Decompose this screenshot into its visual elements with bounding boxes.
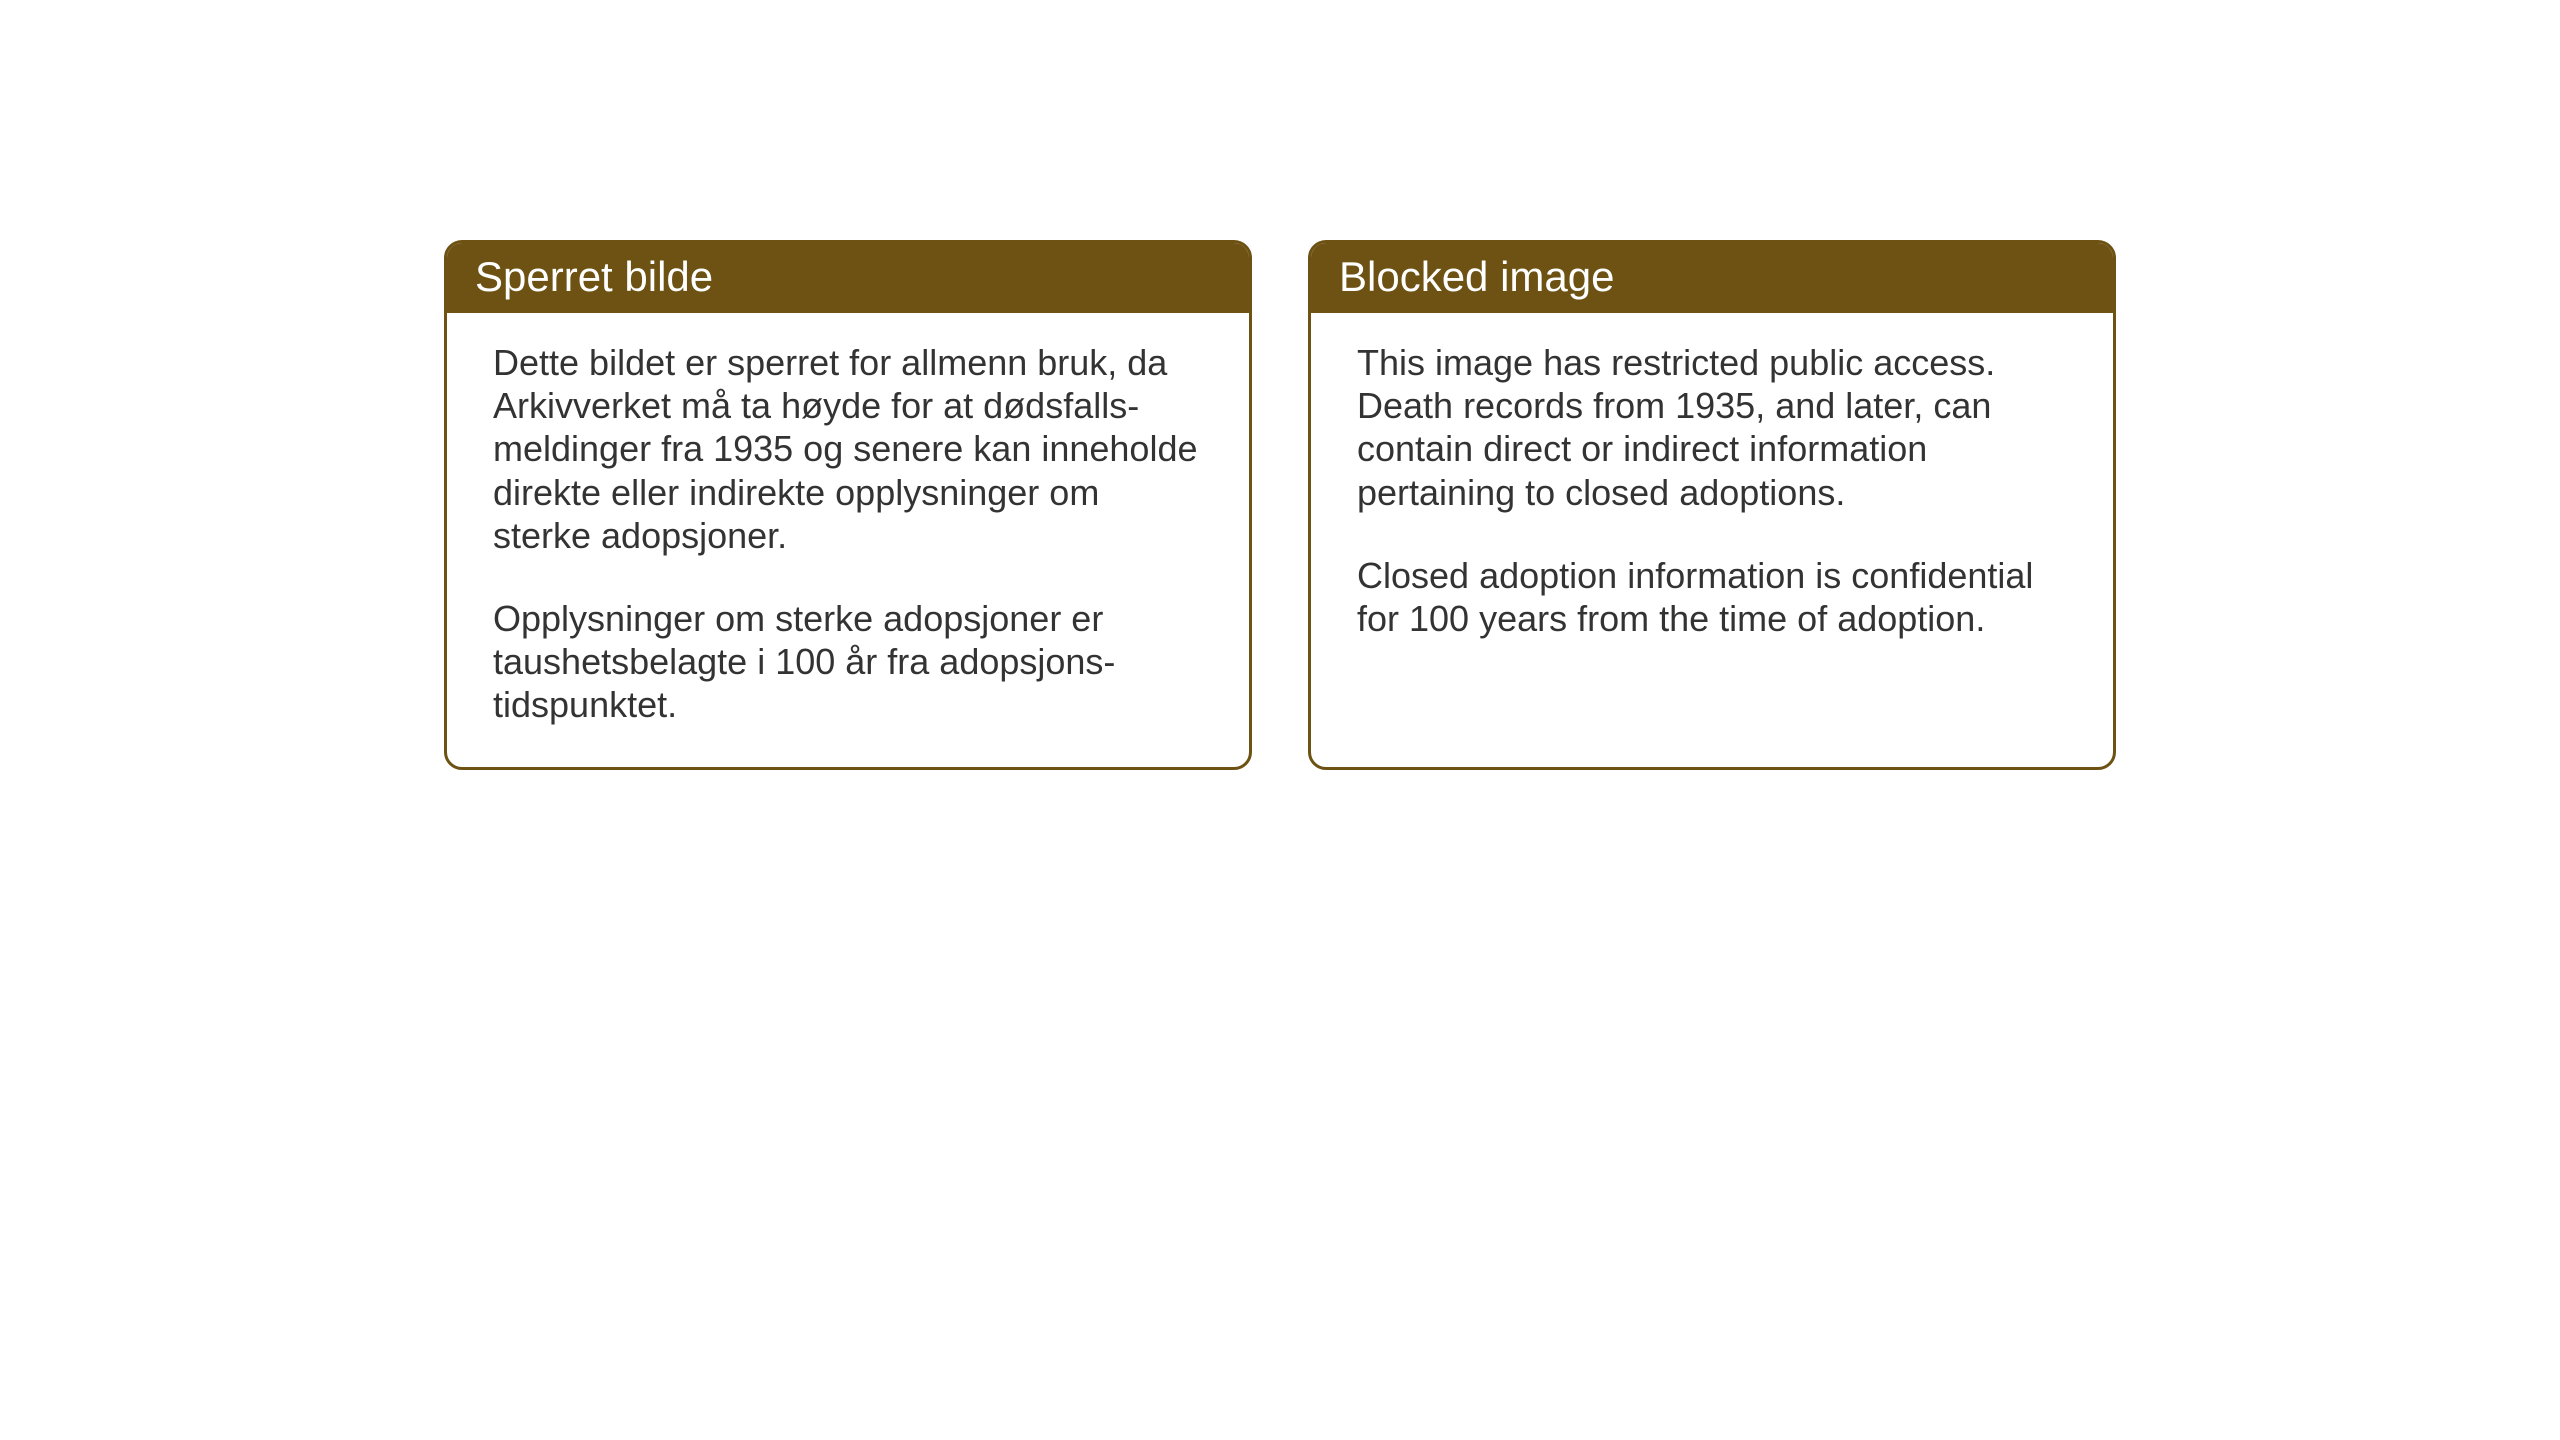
message-paragraph-1-norwegian: Dette bildet er sperret for allmenn bruk…: [493, 341, 1203, 557]
card-header-english: Blocked image: [1311, 243, 2113, 313]
message-paragraph-2-norwegian: Opplysninger om sterke adopsjoner er tau…: [493, 597, 1203, 727]
card-body-english: This image has restricted public access.…: [1311, 313, 2113, 738]
message-paragraph-1-english: This image has restricted public access.…: [1357, 341, 2067, 514]
message-container: Sperret bilde Dette bildet er sperret fo…: [444, 240, 2116, 770]
message-paragraph-2-english: Closed adoption information is confident…: [1357, 554, 2067, 640]
blocked-image-card-english: Blocked image This image has restricted …: [1308, 240, 2116, 770]
card-body-norwegian: Dette bildet er sperret for allmenn bruk…: [447, 313, 1249, 767]
card-header-norwegian: Sperret bilde: [447, 243, 1249, 313]
blocked-image-card-norwegian: Sperret bilde Dette bildet er sperret fo…: [444, 240, 1252, 770]
